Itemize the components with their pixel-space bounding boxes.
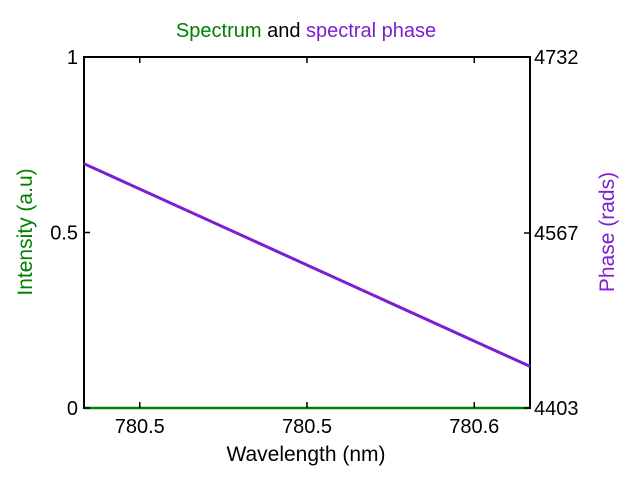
y-right-tick-label: 4403	[534, 398, 579, 420]
y-left-tick-label: 0.5	[50, 223, 78, 245]
title-and: and	[262, 20, 306, 42]
x-tick-label: 780.6	[449, 416, 499, 438]
plot-area	[83, 56, 531, 409]
x-tick-label: 780.5	[115, 416, 165, 438]
y-right-tick-label: 4567	[534, 223, 579, 245]
phase-series-line	[83, 162, 531, 368]
y-axis-label-right: Phase (rads)	[596, 172, 619, 292]
x-tick-label: 780.5	[282, 416, 332, 438]
y-axis-label-left: Intensity (a.u)	[14, 168, 37, 295]
title-spectrum: Spectrum	[176, 20, 262, 42]
y-right-tick-label: 4732	[534, 47, 579, 69]
y-left-tick-label: 0	[67, 398, 78, 420]
x-axis-label: Wavelength (nm)	[226, 443, 385, 466]
tick-layer: 780.5 780.5 780.6 0 0.5 1 4403 4567 4732	[50, 47, 578, 438]
chart-title: Spectrum and spectral phase	[176, 20, 436, 42]
title-spectral-phase: spectral phase	[306, 20, 436, 42]
y-left-tick-label: 1	[67, 47, 78, 69]
